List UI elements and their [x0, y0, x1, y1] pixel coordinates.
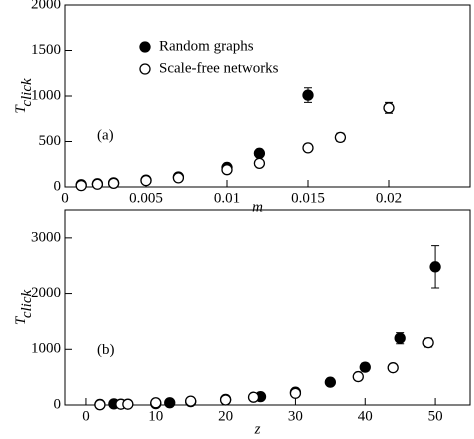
data-point — [107, 177, 120, 190]
legend-marker — [139, 41, 151, 53]
data-point — [429, 261, 441, 273]
x-axis-label: z — [254, 421, 261, 437]
x-tick-label: 20 — [218, 408, 233, 424]
legend-label: Random graphs — [159, 38, 254, 54]
data-point — [253, 147, 266, 159]
x-tick-label: 30 — [288, 408, 303, 424]
y-tick-label: 0 — [54, 396, 62, 412]
x-tick-label: 0.015 — [291, 190, 325, 206]
x-tick-label: 0 — [61, 190, 69, 206]
y-tick-label: 1000 — [31, 87, 61, 103]
y-tick-label: 1000 — [31, 341, 61, 357]
data-point — [91, 178, 104, 190]
y-tick-label: 1500 — [31, 42, 61, 58]
y-tick-label: 2000 — [31, 0, 61, 12]
data-point — [247, 391, 260, 403]
data-point — [75, 179, 87, 192]
x-tick-label: 10 — [148, 408, 163, 424]
y-tick-label: 500 — [39, 133, 62, 149]
data-point — [387, 362, 399, 374]
y-tick-label: 3000 — [31, 229, 61, 245]
data-point — [253, 157, 266, 169]
data-point — [383, 102, 395, 114]
y-axis-label-sub: click — [19, 290, 35, 319]
plot-frame — [64, 4, 471, 188]
y-axis-label: Tclick — [13, 290, 35, 326]
y-axis-label-main: T — [13, 315, 29, 325]
y-tick-label: 0 — [54, 178, 62, 194]
data-point — [185, 395, 197, 407]
legend-label: Scale-free networks — [159, 60, 279, 76]
y-axis-label-main: T — [13, 104, 29, 114]
legend-marker — [139, 63, 151, 75]
data-point — [352, 370, 364, 383]
y-axis-label: Tclick — [13, 78, 35, 114]
data-point — [164, 397, 176, 409]
data-point — [324, 376, 336, 388]
data-point — [422, 336, 434, 349]
x-axis-label: m — [252, 199, 263, 215]
data-point — [219, 394, 232, 406]
data-point — [302, 142, 314, 154]
data-point — [122, 398, 134, 410]
panel-label: (a) — [97, 127, 114, 143]
data-point — [150, 397, 162, 409]
data-point — [140, 174, 152, 187]
x-tick-label: 40 — [358, 408, 373, 424]
plot-frame — [64, 209, 471, 406]
x-tick-label: 50 — [428, 408, 443, 424]
panel-label: (b) — [97, 342, 115, 358]
data-point — [94, 399, 106, 411]
y-axis-label-sub: click — [19, 78, 35, 107]
x-tick-label: 0.01 — [214, 190, 240, 206]
x-tick-label: 0.02 — [376, 190, 402, 206]
data-point — [334, 131, 347, 144]
data-point — [221, 164, 233, 176]
data-point — [289, 387, 302, 399]
data-point — [172, 172, 185, 184]
data-point — [359, 361, 371, 373]
x-tick-label: 0.005 — [129, 190, 163, 206]
y-tick-label: 2000 — [31, 285, 61, 301]
data-point — [302, 89, 314, 101]
x-tick-label: 0 — [82, 408, 90, 424]
data-point — [394, 332, 406, 344]
